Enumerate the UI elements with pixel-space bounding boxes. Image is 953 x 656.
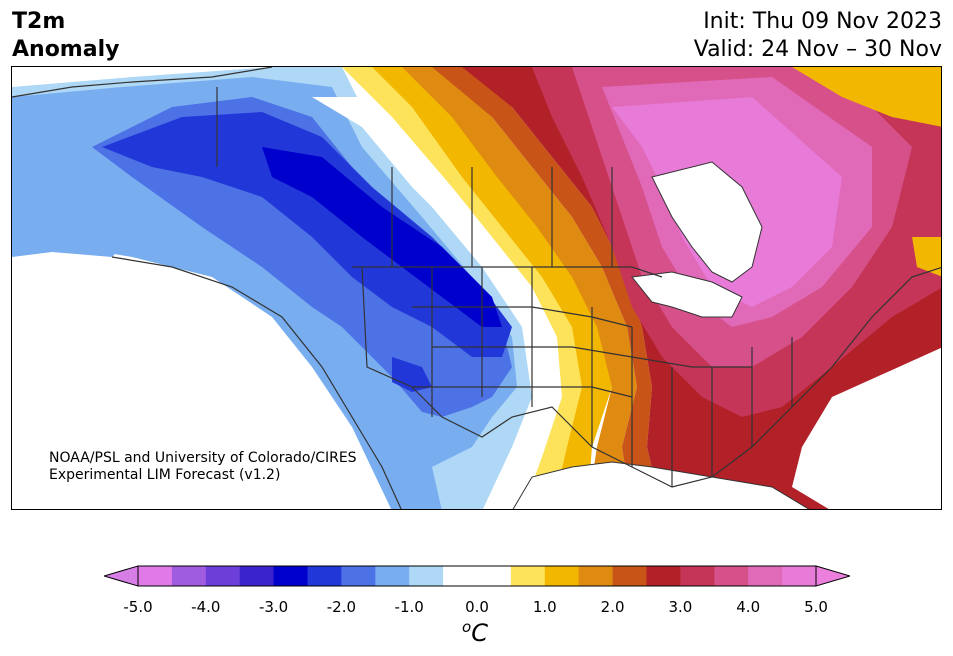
cold-lightblue-region [12,77,517,509]
colorbar-segment [578,566,614,586]
cold-pocket-southwest [392,357,432,392]
colorbar-segment [748,566,783,586]
colorbar-segment [612,566,647,586]
colorbar-tick-label: 0.0 [465,598,489,616]
colorbar-svg [102,565,852,587]
colorbar-tick-label: -1.0 [394,598,424,616]
colorbar-segment [782,566,817,586]
colorbar-segment [443,566,478,586]
unit-base: C [471,619,488,647]
colorbar-segment [477,566,512,586]
plot-title: T2m Anomaly [12,8,119,64]
colorbar [102,565,852,593]
colorbar-segment [205,566,241,586]
warm-darkorange-region [432,67,662,509]
colorbar-min-arrow [102,565,139,587]
colorbar-tick-label: 1.0 [532,598,557,616]
anomaly-map [11,66,942,510]
credit-line-2: Experimental LIM Forecast (v1.2) [49,467,281,483]
colorbar-unit: oC [462,618,488,647]
unit-degree-sup: o [462,618,472,636]
colorbar-segment [138,566,173,586]
great-lakes [631,271,743,318]
colorbar-segment [510,566,546,586]
colorbar-segment [544,566,580,586]
colorbar-tick-label: -5.0 [123,598,153,616]
colorbar-segment [239,566,275,586]
colorbar-segment [375,566,410,586]
atlantic-east [792,347,941,509]
hudson-bay [651,161,763,283]
colorbar-tick-label: -3.0 [258,598,289,616]
colorbar-segment [714,566,749,586]
credit-text: NOAA/PSL and University of Colorado/CIRE… [49,450,357,484]
colorbar-tick-label: 2.0 [600,598,625,616]
cold-midblue-region [92,97,512,417]
colorbar-tick-label: -4.0 [191,598,221,616]
colorbar-tick-label: -2.0 [326,598,357,616]
init-date: Init: Thu 09 Nov 2023 [703,9,942,34]
valid-dates: Valid: 24 Nov – 30 Nov [693,37,942,62]
colorbar-segment [341,566,376,586]
pacific-west [12,237,392,509]
colorbar-tick-label: 4.0 [736,598,761,616]
colorbar-tick-label: 5.0 [804,598,828,616]
cold-blue-region [102,112,512,357]
colorbar-segment [680,566,715,586]
colorbar-segment [646,566,681,586]
boundaries [12,67,941,509]
credit-line-1: NOAA/PSL and University of Colorado/CIRE… [49,450,357,466]
colorbar-max-arrow [815,565,852,587]
colorbar-segment [171,566,207,586]
cold-white-neutral-west [312,97,572,509]
colorbar-segment [273,566,308,586]
warm-gold-northeast [792,67,941,127]
title-line-2: Anomaly [12,37,120,62]
colorbar-segment [409,566,444,586]
title-line-1: T2m [12,9,66,34]
warm-gold-newfoundland [912,237,941,277]
pacific-coast-islands [12,217,122,257]
gulf-of-mexico [512,461,810,509]
forecast-dates: Init: Thu 09 Nov 2023 Valid: 24 Nov – 30… [694,8,942,64]
colorbar-outline [137,565,817,587]
anomaly-map-svg [12,67,941,509]
cold-darkblue-region [262,147,502,327]
colorbar-tick-label: 3.0 [668,598,693,616]
colorbar-segment [307,566,342,586]
